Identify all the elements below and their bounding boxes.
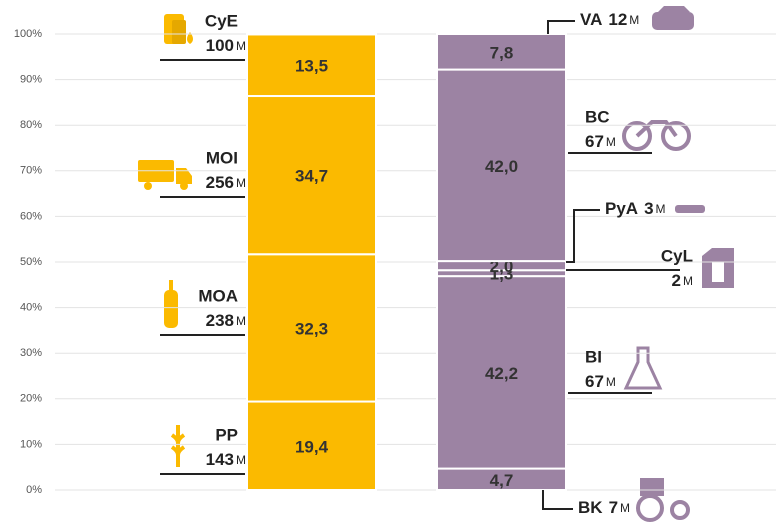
y-tick-label: 100% bbox=[14, 28, 42, 40]
label-name: PP bbox=[215, 425, 238, 444]
label: VA 12 M bbox=[580, 10, 639, 29]
label-part: PyA bbox=[605, 199, 638, 218]
leader-line bbox=[547, 20, 575, 34]
value-label: 13,5 bbox=[295, 57, 328, 76]
y-tick-label: 40% bbox=[20, 302, 42, 314]
label-name: BC bbox=[585, 107, 610, 126]
y-tick-label: 20% bbox=[20, 393, 42, 405]
label-part: 256 bbox=[206, 173, 234, 192]
label-part: BK bbox=[578, 498, 603, 517]
bar-segment bbox=[436, 275, 567, 470]
label-part: M bbox=[236, 314, 246, 328]
label-part: M bbox=[236, 39, 246, 53]
value-label: 42,2 bbox=[485, 364, 518, 383]
y-tick-label: 80% bbox=[20, 119, 42, 131]
label-part: M bbox=[656, 202, 666, 216]
label-part: 100 bbox=[206, 36, 234, 55]
label-part: M bbox=[236, 176, 246, 190]
y-tick-label: 0% bbox=[26, 484, 42, 496]
label-part: 7 bbox=[609, 498, 618, 517]
bar-segment bbox=[436, 68, 567, 263]
y-tick-label: 90% bbox=[20, 74, 42, 86]
label-amount: 256 M bbox=[206, 173, 246, 192]
label-amount: 143 M bbox=[206, 450, 246, 469]
label-name: MOA bbox=[198, 286, 238, 305]
value-label: 4,7 bbox=[490, 471, 514, 490]
label-part: 143 bbox=[206, 450, 234, 469]
label-part: 67 bbox=[585, 132, 604, 151]
label-part: M bbox=[236, 453, 246, 467]
label-part: M bbox=[629, 13, 639, 27]
value-label: 7,8 bbox=[490, 43, 514, 62]
label-part: M bbox=[606, 375, 616, 389]
y-tick-label: 10% bbox=[20, 438, 42, 450]
value-label: 19,4 bbox=[295, 437, 329, 456]
label: BK 7 M bbox=[578, 498, 630, 517]
label-amount: 100 M bbox=[206, 36, 246, 55]
label-part: 3 bbox=[644, 199, 653, 218]
label-name: MOI bbox=[206, 148, 238, 167]
label-name: CyL bbox=[661, 246, 693, 265]
bar-segment bbox=[246, 400, 377, 492]
label-part: M bbox=[606, 135, 616, 149]
label-part: 67 bbox=[585, 372, 604, 391]
y-tick-label: 60% bbox=[20, 210, 42, 222]
label-part: 2 bbox=[672, 271, 681, 290]
label-part: M bbox=[683, 274, 693, 288]
label: PyA 3 M bbox=[605, 199, 666, 218]
bar-segment bbox=[246, 253, 377, 403]
label-amount: 67 M bbox=[585, 132, 616, 151]
label-part: 12 bbox=[608, 10, 627, 29]
value-label: 34,7 bbox=[295, 167, 328, 186]
y-tick-label: 70% bbox=[20, 165, 42, 177]
label-part: VA bbox=[580, 10, 602, 29]
value-label: 42,0 bbox=[485, 157, 518, 176]
label-name: CyE bbox=[205, 11, 238, 30]
bar-segment bbox=[436, 33, 567, 71]
y-tick-label: 50% bbox=[20, 256, 42, 268]
label-part: M bbox=[620, 501, 630, 515]
label-part: 238 bbox=[206, 311, 234, 330]
leader-line bbox=[566, 209, 600, 263]
label-name: BI bbox=[585, 347, 602, 366]
label-amount: 67 M bbox=[585, 372, 616, 391]
y-tick-label: 30% bbox=[20, 347, 42, 359]
bar-segment bbox=[246, 33, 377, 98]
value-label: 32,3 bbox=[295, 319, 328, 338]
label-amount: 238 M bbox=[206, 311, 246, 330]
leader-line bbox=[542, 490, 573, 510]
